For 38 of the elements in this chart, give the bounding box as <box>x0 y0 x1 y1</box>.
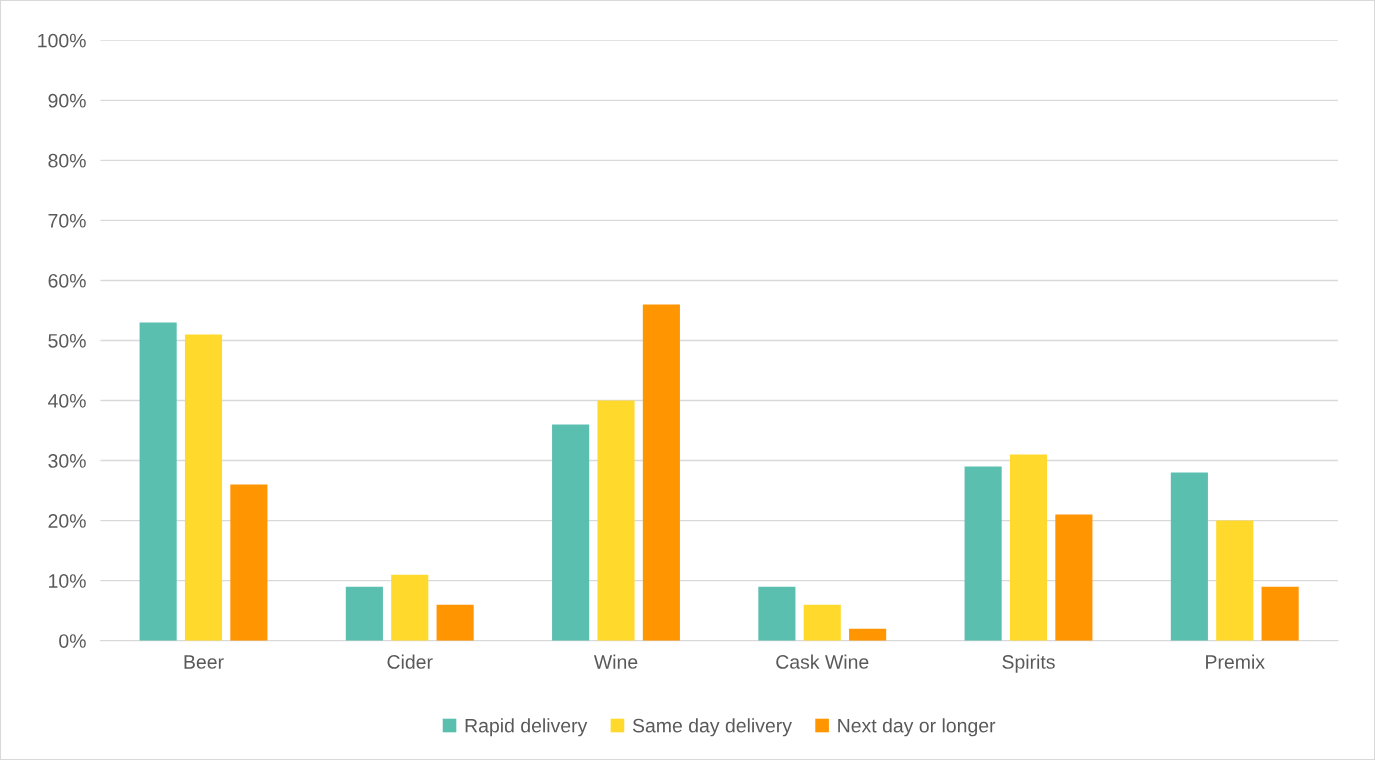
y-tick-label: 40% <box>48 393 86 408</box>
legend-label: Same day delivery <box>632 718 792 737</box>
y-tick-label: 50% <box>48 333 86 348</box>
bar <box>849 628 887 641</box>
bar <box>597 400 635 641</box>
bar <box>1170 472 1208 641</box>
bar <box>391 574 429 641</box>
bar <box>184 334 223 641</box>
y-tick-label: 30% <box>48 454 86 468</box>
x-tick-label: Wine <box>593 654 638 669</box>
bar <box>642 304 680 641</box>
bar <box>803 604 841 641</box>
bar <box>964 466 1002 641</box>
legend-label: Rapid delivery <box>465 718 588 737</box>
y-tick-label: 90% <box>48 93 86 108</box>
bar <box>139 322 177 641</box>
y-tick-label: 70% <box>48 213 86 228</box>
bar <box>345 586 383 641</box>
legend-label: Next day or longer <box>838 718 996 737</box>
bar <box>1216 520 1254 641</box>
y-tick-label: 60% <box>48 273 86 288</box>
x-tick-label: Cask Wine <box>776 654 869 669</box>
x-tick-label: Beer <box>184 655 224 669</box>
bar <box>1055 514 1093 641</box>
y-tick-label: 20% <box>48 514 86 528</box>
y-tick-label: 0% <box>59 634 86 648</box>
y-tick-label: 80% <box>48 153 86 168</box>
bar <box>1009 454 1048 641</box>
y-tick-label: 100% <box>38 33 86 48</box>
y-tick-label: 10% <box>49 574 86 588</box>
bar <box>758 586 796 641</box>
bar <box>230 484 268 641</box>
x-tick-label: Spirits <box>1002 654 1055 673</box>
bar <box>1261 586 1299 641</box>
x-tick-label: Premix <box>1206 654 1265 669</box>
x-tick-label: Cider <box>387 654 433 669</box>
bar <box>436 604 474 641</box>
bar <box>552 424 590 641</box>
